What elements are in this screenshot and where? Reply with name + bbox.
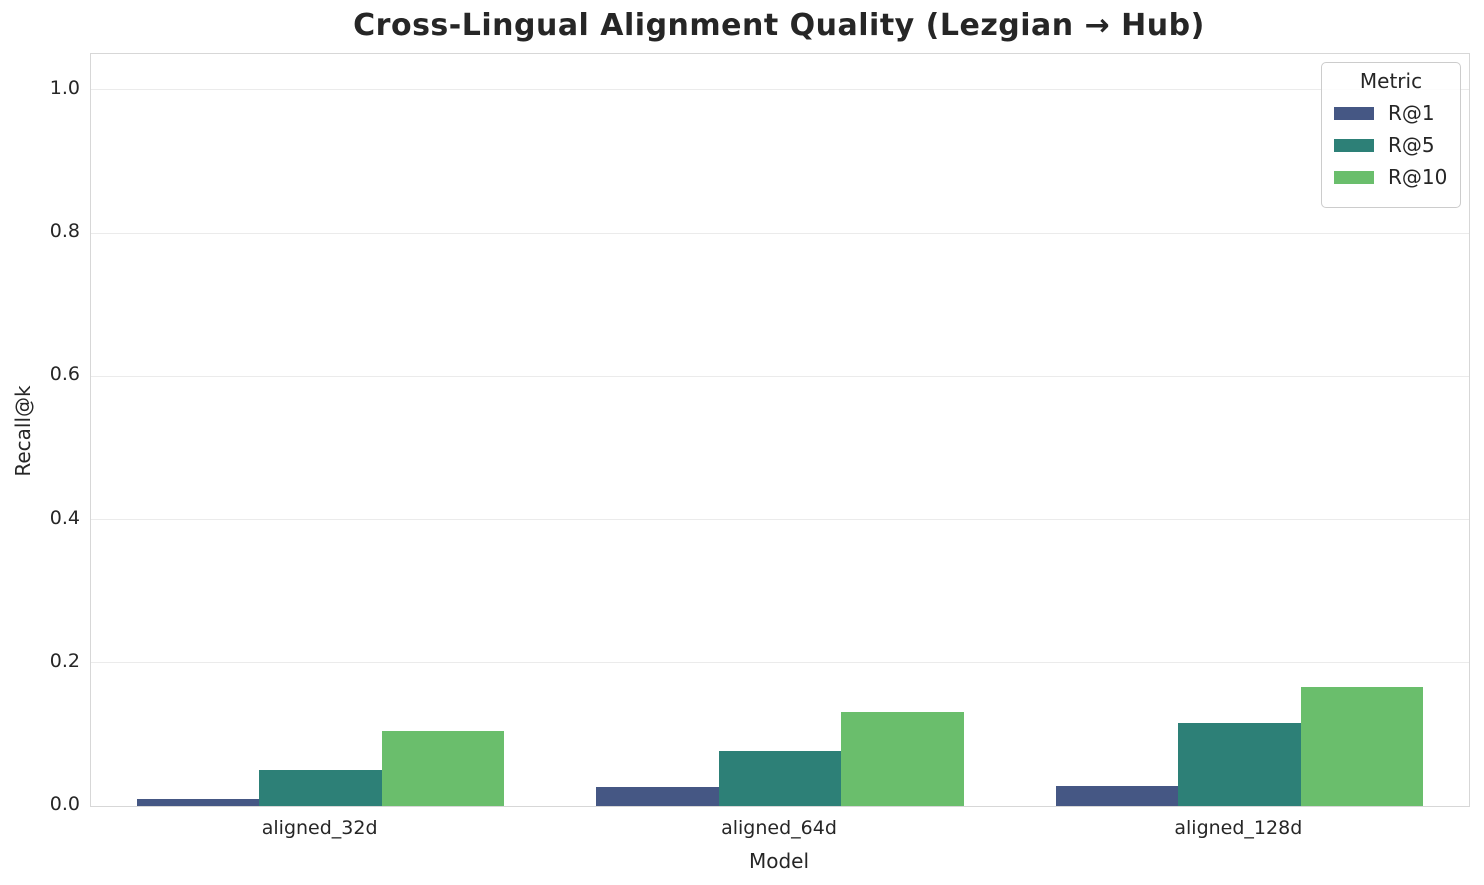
bar-aligned_64d-R@1 <box>596 787 719 806</box>
bar-aligned_32d-R@5 <box>259 770 382 806</box>
gridline <box>91 232 1469 234</box>
chart-title: Cross-Lingual Alignment Quality (Lezgian… <box>353 8 1205 43</box>
y-tick-label: 1.0 <box>49 76 80 99</box>
x-axis-label: Model <box>748 849 810 873</box>
gridline <box>91 89 1469 91</box>
gridline <box>91 662 1469 664</box>
x-tick-label-aligned_32d: aligned_32d <box>261 817 378 839</box>
x-tick-label-aligned_128d: aligned_128d <box>1174 817 1303 839</box>
legend-label: R@5 <box>1388 133 1435 157</box>
x-tick-label-aligned_64d: aligned_64d <box>721 817 837 839</box>
legend: Metric R@1 R@5 R@10 <box>1321 62 1461 208</box>
gridline <box>91 519 1469 521</box>
plot-area: Metric R@1 R@5 R@10 <box>90 53 1470 807</box>
bar-aligned_32d-R@1 <box>136 798 260 806</box>
legend-entry-R@10: R@10 <box>1334 165 1448 189</box>
legend-entries: R@1 R@5 R@10 <box>1332 101 1450 189</box>
bar-aligned_128d-R@5 <box>1178 722 1301 806</box>
y-axis-label: Recall@k <box>11 385 35 477</box>
y-tick-label: 0.4 <box>49 506 80 529</box>
bar-aligned_64d-R@10 <box>841 712 964 806</box>
bar-aligned_128d-R@10 <box>1300 687 1424 806</box>
y-tick-label: 0.6 <box>49 363 80 386</box>
y-tick-label: 0.2 <box>49 649 80 672</box>
y-tick-label: 0.0 <box>49 793 80 815</box>
legend-title: Metric <box>1359 69 1423 93</box>
legend-label: R@1 <box>1388 101 1435 125</box>
legend-entry-R@1: R@1 <box>1334 101 1448 125</box>
bar-aligned_32d-R@10 <box>381 730 505 806</box>
legend-entry-R@5: R@5 <box>1334 133 1448 157</box>
legend-swatch-icon <box>1334 138 1374 152</box>
legend-swatch-icon <box>1334 170 1374 184</box>
gridline <box>91 375 1469 377</box>
y-tick-label: 0.8 <box>49 220 80 243</box>
legend-swatch-icon <box>1334 106 1374 120</box>
bar-aligned_64d-R@5 <box>718 750 842 806</box>
bar-aligned_128d-R@1 <box>1055 785 1179 806</box>
legend-label: R@10 <box>1388 165 1448 189</box>
